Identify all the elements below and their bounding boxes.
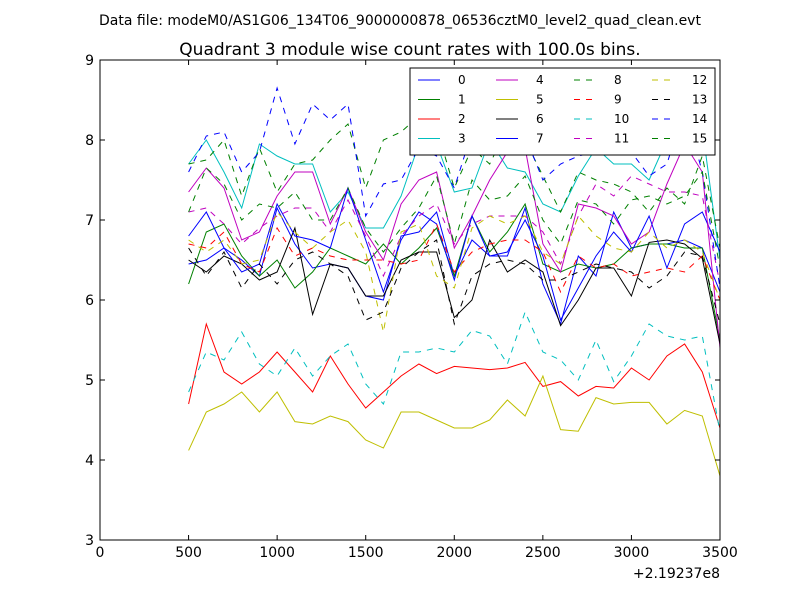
legend-label-6: 6 xyxy=(536,112,544,126)
series-line-0 xyxy=(188,206,720,326)
legend-label-12: 12 xyxy=(692,73,707,87)
legend-label-0: 0 xyxy=(458,73,466,87)
y-tick-label: 9 xyxy=(85,53,94,69)
legend-label-1: 1 xyxy=(458,93,466,107)
series-line-10 xyxy=(188,310,720,433)
legend-box xyxy=(409,67,716,156)
legend-label-13: 13 xyxy=(692,93,707,107)
legend-label-8: 8 xyxy=(614,73,622,87)
legend-label-7: 7 xyxy=(536,132,544,146)
y-tick-label: 5 xyxy=(85,373,94,389)
series-line-6 xyxy=(188,226,720,345)
x-tick-label: 2000 xyxy=(436,545,472,561)
y-tick-label: 7 xyxy=(85,213,94,229)
chart-title: Quadrant 3 module wise count rates with … xyxy=(179,40,640,60)
x-tick-label: 2500 xyxy=(525,545,561,561)
x-offset-label: +2.19237e8 xyxy=(633,566,720,582)
legend-label-3: 3 xyxy=(458,132,466,146)
series-line-4 xyxy=(188,142,720,349)
legend-label-2: 2 xyxy=(458,112,466,126)
y-tick-label: 4 xyxy=(85,453,94,469)
x-tick-label: 1000 xyxy=(259,545,295,561)
x-tick-label: 1500 xyxy=(348,545,384,561)
y-tick-label: 6 xyxy=(85,293,94,309)
x-tick-label: 0 xyxy=(96,545,105,561)
series-line-1 xyxy=(188,202,720,341)
series-line-11 xyxy=(188,175,720,285)
legend-label-14: 14 xyxy=(692,112,707,126)
chart-suptitle: Data file: modeM0/AS1G06_134T06_90000008… xyxy=(99,13,701,29)
x-tick-label: 3000 xyxy=(614,545,650,561)
series-line-7 xyxy=(188,186,720,322)
legend-label-10: 10 xyxy=(614,112,629,126)
legend-label-4: 4 xyxy=(536,73,544,87)
x-tick-label: 3500 xyxy=(702,545,738,561)
series-layer xyxy=(188,86,720,477)
legend-label-5: 5 xyxy=(536,93,544,107)
series-line-2 xyxy=(188,322,720,429)
series-line-12 xyxy=(188,211,720,333)
legend-label-11: 11 xyxy=(614,132,629,146)
series-line-9 xyxy=(188,222,720,301)
series-line-15 xyxy=(188,167,720,269)
y-tick-label: 8 xyxy=(85,133,94,149)
series-line-3 xyxy=(188,127,720,261)
legend-label-9: 9 xyxy=(614,93,622,107)
ticks-layer: 0 500 1000 1500 2000 2500 3000 3500 3 4 5 6 7 8 9 xyxy=(85,53,738,561)
x-tick-label: 500 xyxy=(175,545,202,561)
legend-label-15: 15 xyxy=(692,132,707,146)
y-tick-label: 3 xyxy=(85,533,94,549)
series-line-13 xyxy=(188,239,720,326)
series-line-5 xyxy=(188,374,720,477)
